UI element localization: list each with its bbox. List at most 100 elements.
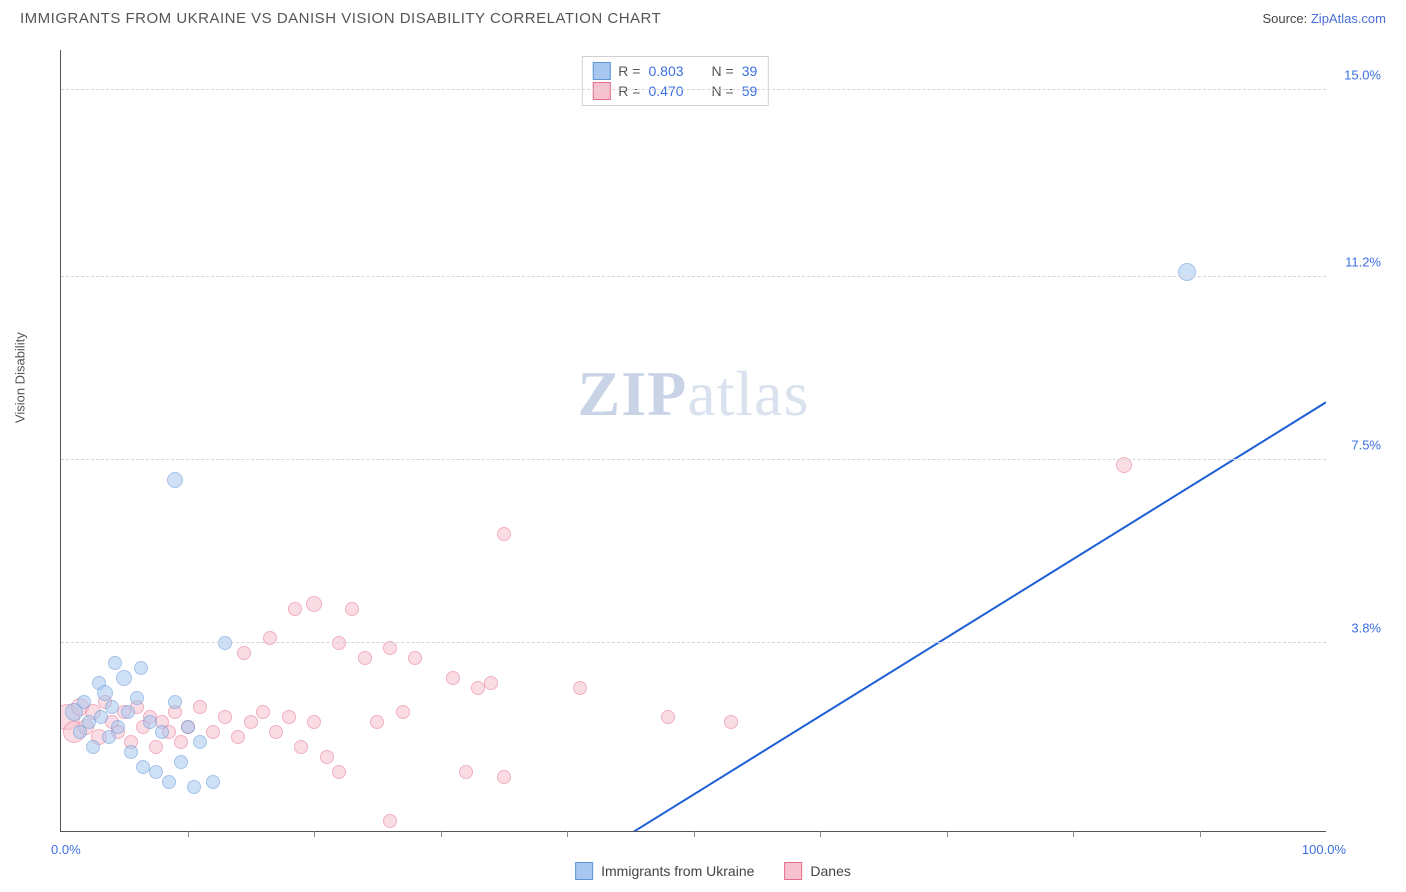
data-point-ukraine: [134, 661, 148, 675]
legend-label-ukraine: Immigrants from Ukraine: [601, 863, 754, 879]
y-tick-label: 11.2%: [1345, 255, 1381, 270]
data-point-danes: [307, 715, 321, 729]
data-point-ukraine: [187, 780, 201, 794]
source-link[interactable]: ZipAtlas.com: [1311, 11, 1386, 26]
data-point-danes: [724, 715, 738, 729]
data-point-danes: [497, 770, 511, 784]
data-point-danes: [149, 740, 163, 754]
legend-label-danes: Danes: [810, 863, 850, 879]
x-tick: [947, 831, 948, 837]
y-axis-label: Vision Disability: [13, 332, 28, 423]
chart-container: Vision Disability ZIPatlas R =0.803N =39…: [40, 40, 1386, 882]
stat-n-value: 59: [742, 83, 758, 99]
stat-n-label: N =: [712, 83, 734, 99]
data-point-danes: [661, 710, 675, 724]
data-point-ukraine: [111, 720, 125, 734]
data-point-ukraine: [167, 472, 183, 488]
source-prefix: Source:: [1262, 11, 1310, 26]
stat-r-value: 0.803: [648, 63, 683, 79]
data-point-ukraine: [108, 656, 122, 670]
legend-swatch-ukraine: [592, 62, 610, 80]
stat-r-value: 0.470: [648, 83, 683, 99]
data-point-danes: [306, 596, 322, 612]
stat-n-label: N =: [712, 63, 734, 79]
data-point-ukraine: [181, 720, 195, 734]
stat-r-label: R =: [618, 83, 640, 99]
data-point-ukraine: [77, 695, 91, 709]
y-tick-label: 7.5%: [1351, 438, 1381, 453]
data-point-danes: [459, 765, 473, 779]
data-point-danes: [320, 750, 334, 764]
x-tick: [1073, 831, 1074, 837]
x-tick: [1200, 831, 1201, 837]
x-tick: [567, 831, 568, 837]
series-legend: Immigrants from Ukraine Danes: [575, 862, 851, 880]
data-point-danes: [573, 681, 587, 695]
data-point-danes: [244, 715, 258, 729]
data-point-danes: [206, 725, 220, 739]
x-tick: [314, 831, 315, 837]
data-point-ukraine: [155, 725, 169, 739]
x-tick: [694, 831, 695, 837]
x-tick: [188, 831, 189, 837]
data-point-ukraine: [105, 700, 119, 714]
data-point-danes: [237, 646, 251, 660]
data-point-ukraine: [206, 775, 220, 789]
plot-clip: ZIPatlas: [61, 50, 1326, 831]
y-tick-label: 3.8%: [1351, 621, 1381, 636]
data-point-ukraine: [149, 765, 163, 779]
data-point-danes: [345, 602, 359, 616]
data-point-danes: [269, 725, 283, 739]
data-point-danes: [358, 651, 372, 665]
trend-line-ukraine: [61, 402, 1326, 831]
data-point-danes: [282, 710, 296, 724]
data-point-ukraine: [116, 670, 132, 686]
data-point-danes: [484, 676, 498, 690]
stats-row-ukraine: R = 0.803 N = 39: [592, 61, 757, 81]
data-point-danes: [231, 730, 245, 744]
watermark-zip: ZIP: [578, 358, 688, 429]
data-point-danes: [383, 814, 397, 828]
y-tick-label: 15.0%: [1344, 67, 1381, 82]
data-point-ukraine: [143, 715, 157, 729]
data-point-danes: [332, 636, 346, 650]
legend-swatch-danes: [784, 862, 802, 880]
data-point-danes: [288, 602, 302, 616]
data-point-ukraine: [162, 775, 176, 789]
data-point-danes: [370, 715, 384, 729]
data-point-ukraine: [218, 636, 232, 650]
chart-title: IMMIGRANTS FROM UKRAINE VS DANISH VISION…: [20, 10, 661, 27]
data-point-ukraine: [174, 755, 188, 769]
plot-area: ZIPatlas R =0.803N =39R =0.470N =59 0.0%…: [60, 50, 1326, 832]
data-point-danes: [332, 765, 346, 779]
data-point-ukraine: [130, 691, 144, 705]
data-point-danes: [383, 641, 397, 655]
data-point-ukraine: [193, 735, 207, 749]
x-axis-max-label: 100.0%: [1302, 842, 1346, 857]
data-point-danes: [256, 705, 270, 719]
data-point-danes: [396, 705, 410, 719]
trend-lines: [61, 50, 1326, 831]
data-point-ukraine: [124, 745, 138, 759]
data-point-ukraine: [1178, 263, 1196, 281]
stat-r-label: R =: [618, 63, 640, 79]
gridline: [61, 642, 1326, 643]
data-point-danes: [408, 651, 422, 665]
legend-item-danes: Danes: [784, 862, 850, 880]
legend-swatch-ukraine: [575, 862, 593, 880]
watermark: ZIPatlas: [578, 357, 810, 431]
data-point-danes: [294, 740, 308, 754]
data-point-danes: [497, 527, 511, 541]
stat-n-value: 39: [742, 63, 758, 79]
x-axis-min-label: 0.0%: [51, 842, 81, 857]
x-tick: [820, 831, 821, 837]
data-point-ukraine: [86, 740, 100, 754]
gridline: [61, 89, 1326, 90]
data-point-danes: [446, 671, 460, 685]
gridline: [61, 459, 1326, 460]
data-point-danes: [174, 735, 188, 749]
data-point-danes: [193, 700, 207, 714]
data-point-danes: [218, 710, 232, 724]
stats-row-danes: R = 0.470 N = 59: [592, 81, 757, 101]
data-point-ukraine: [121, 705, 135, 719]
